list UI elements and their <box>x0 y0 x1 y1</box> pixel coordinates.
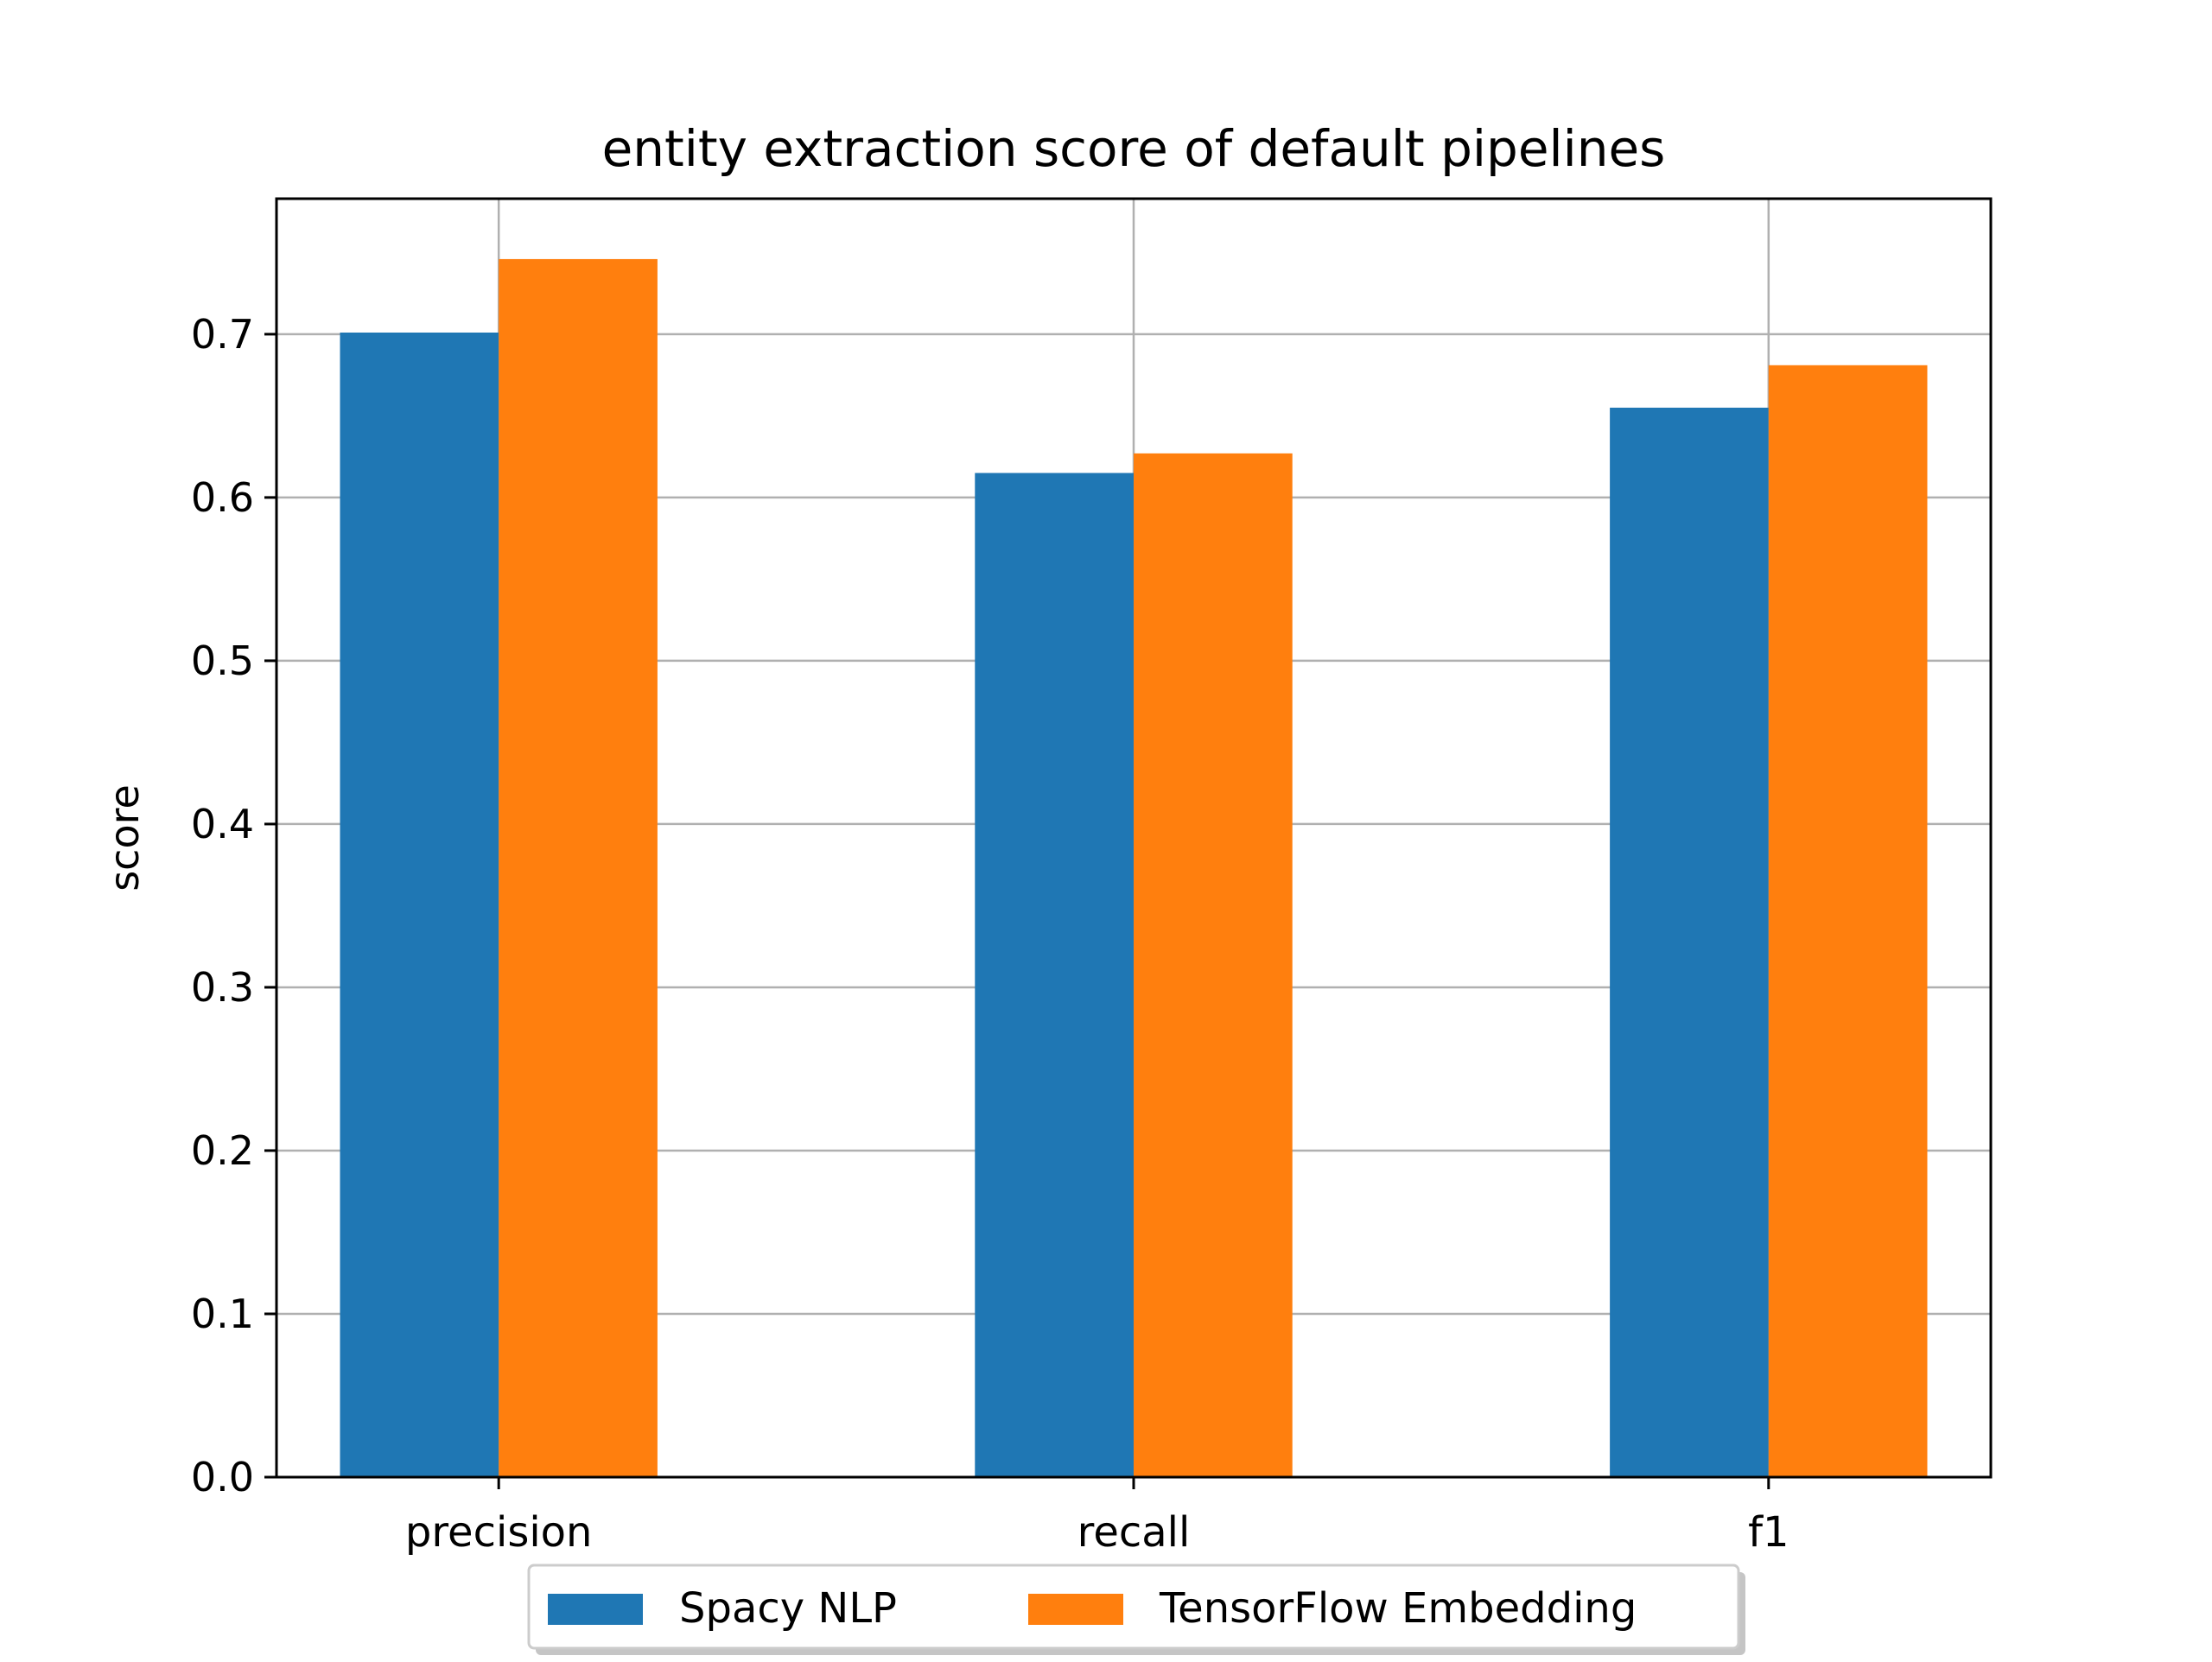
legend-swatch-tensorflow-embedding <box>1028 1594 1123 1625</box>
legend-label-spacy-nlp: Spacy NLP <box>679 1584 897 1633</box>
bar-tensorflow-embedding-f1 <box>1768 365 1928 1478</box>
bar-tensorflow-embedding-recall <box>1134 453 1293 1477</box>
ticks-layer: 0.0 0.1 0.2 0.3 0.4 0.5 0.6 0.7 precision recall f… <box>191 311 1789 1557</box>
y-tick-label: 0.6 <box>191 474 254 521</box>
y-tick-label: 0.0 <box>191 1454 254 1500</box>
bars-layer <box>340 258 1928 1478</box>
legend: Spacy NLP TensorFlow Embedding <box>527 1564 1745 1655</box>
x-tick-label-recall: recall <box>1077 1508 1191 1557</box>
y-tick-label: 0.1 <box>191 1291 254 1337</box>
legend-swatch-spacy-nlp <box>548 1594 643 1625</box>
bar-spacy-nlp-f1 <box>1610 407 1769 1477</box>
chart-title: entity extraction score of default pipel… <box>602 119 1666 178</box>
y-tick-label: 0.7 <box>191 311 254 358</box>
legend-label-tensorflow-embedding: TensorFlow Embedding <box>1159 1584 1637 1633</box>
bar-spacy-nlp-recall <box>975 473 1134 1478</box>
y-tick-label: 0.5 <box>191 638 254 684</box>
bar-tensorflow-embedding-precision <box>499 258 658 1477</box>
y-tick-label: 0.2 <box>191 1127 254 1174</box>
y-tick-label: 0.4 <box>191 801 254 847</box>
x-tick-label-precision: precision <box>405 1508 593 1557</box>
bar-spacy-nlp-precision <box>340 332 499 1477</box>
y-tick-label: 0.3 <box>191 964 254 1011</box>
legend-box <box>527 1564 1740 1650</box>
y-axis-label: score <box>101 784 148 891</box>
x-tick-label-f1: f1 <box>1748 1508 1789 1557</box>
